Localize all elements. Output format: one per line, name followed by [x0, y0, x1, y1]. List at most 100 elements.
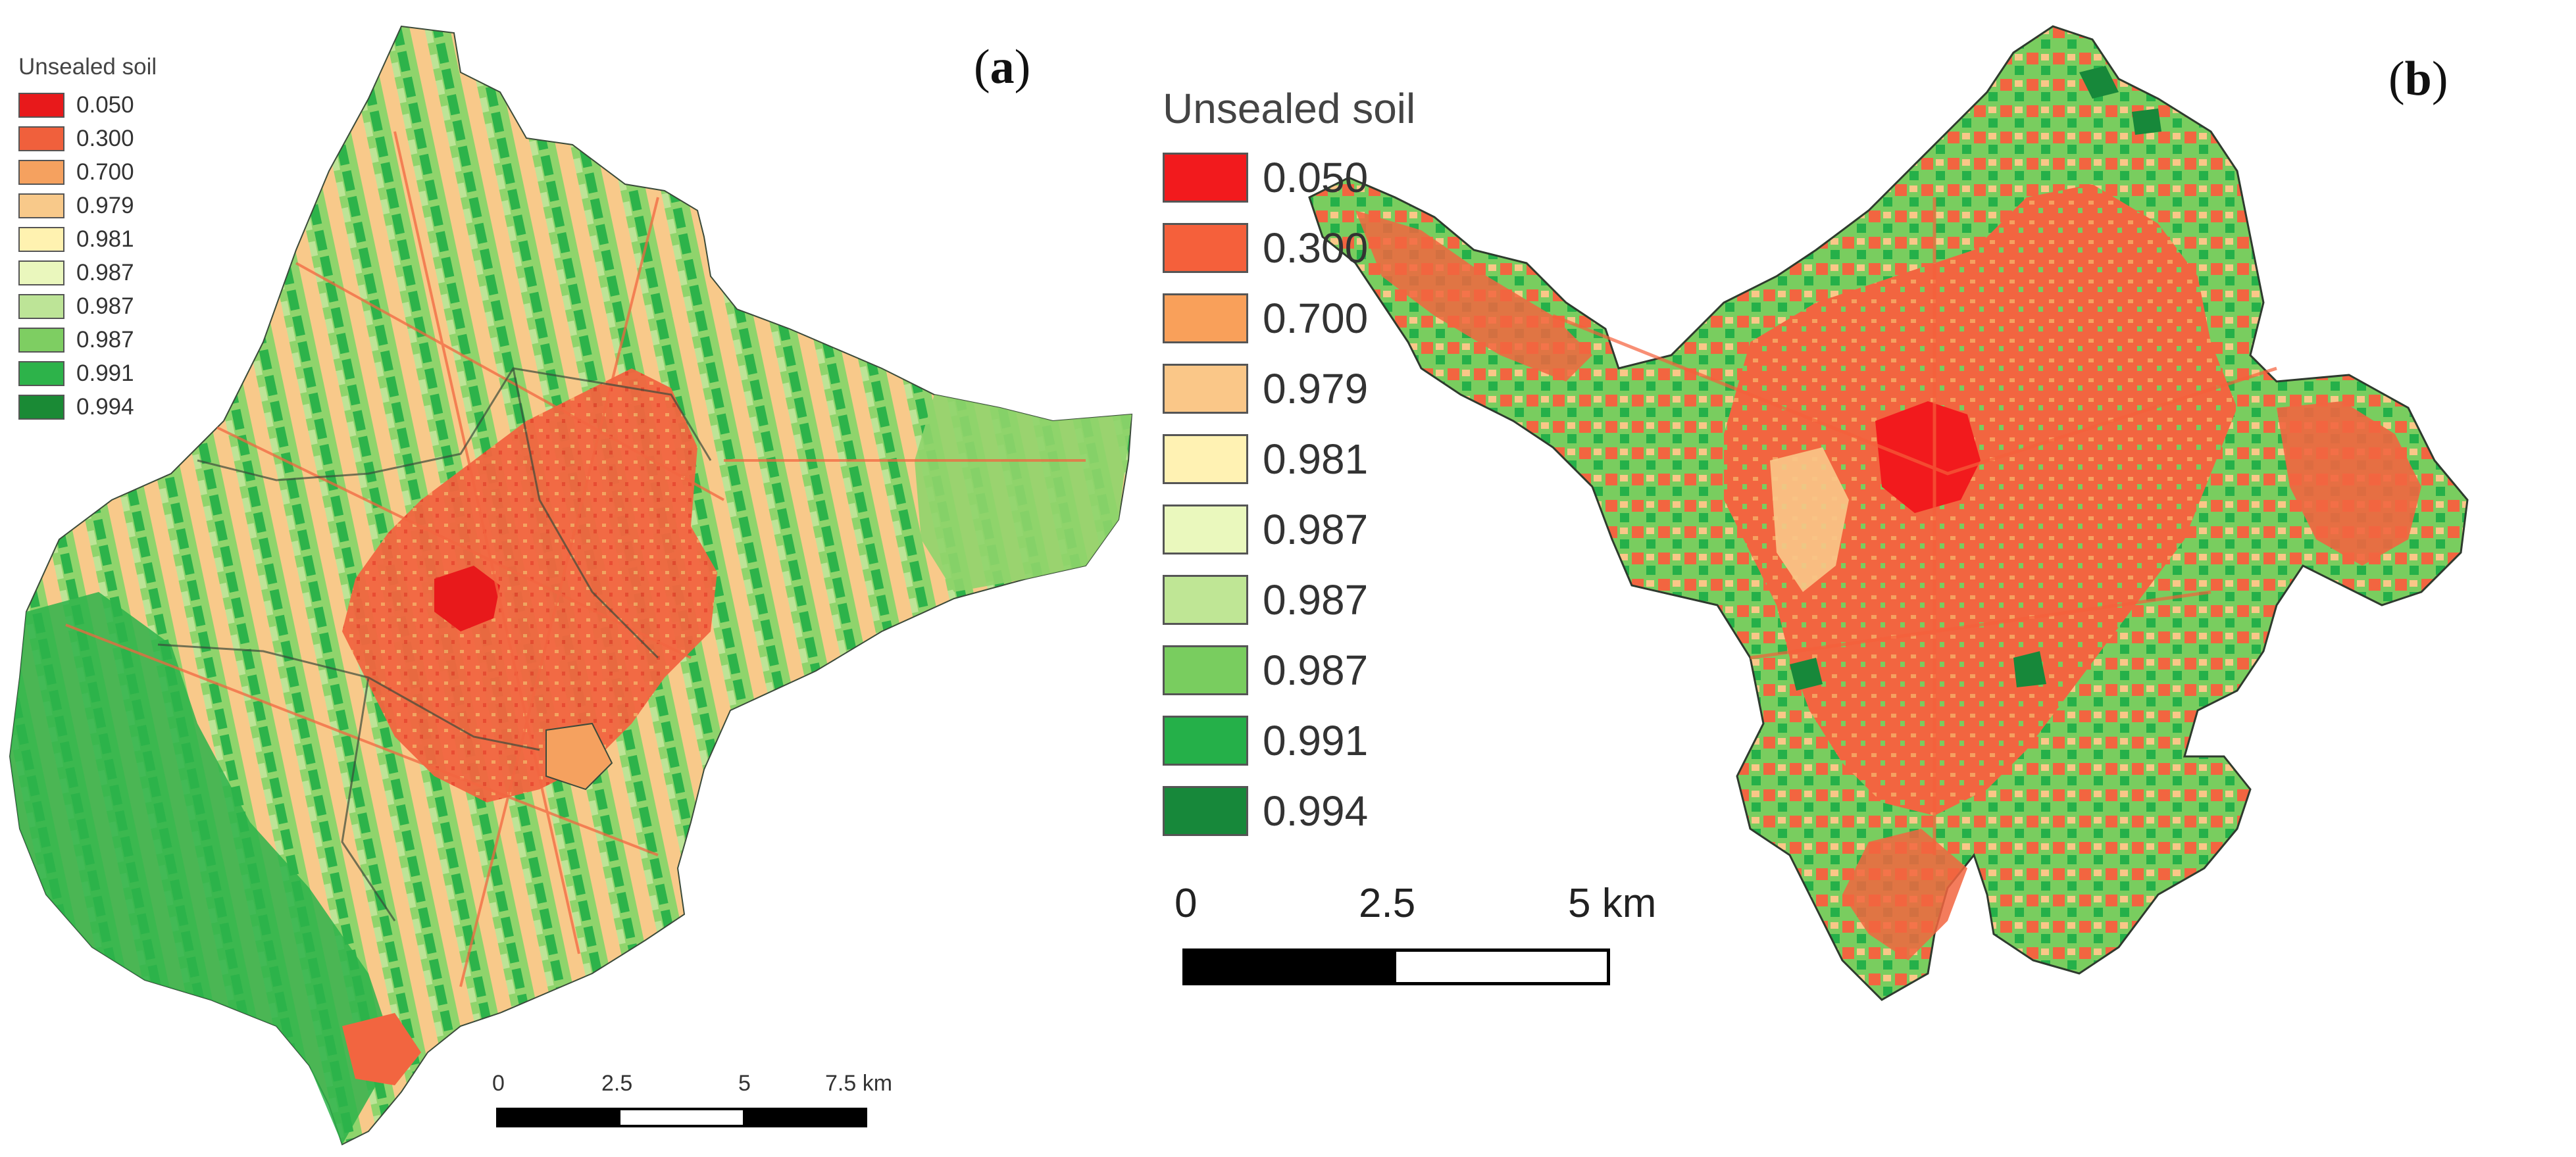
map-b-canvas	[1308, 25, 2469, 1001]
east-lobe-urban-b	[2277, 401, 2421, 566]
legend-item: 0.981	[1163, 424, 1415, 494]
legend-value: 0.987	[1263, 646, 1369, 694]
legend-item: 0.987	[18, 256, 157, 289]
legend-value: 0.987	[76, 293, 134, 319]
legend-item: 0.981	[18, 222, 157, 256]
legend-swatch	[18, 159, 64, 185]
south-lobe-urban-b	[1842, 829, 1967, 960]
legend-value: 0.981	[76, 226, 134, 252]
district-boundaries-a	[157, 367, 712, 922]
legend-item: 0.979	[1163, 353, 1415, 424]
legend-item: 0.994	[1163, 775, 1415, 846]
orange-parcel-a	[545, 722, 613, 791]
legend-swatch	[1163, 715, 1248, 766]
scale-tick-label: 5	[738, 1071, 751, 1096]
legend-swatch	[18, 126, 64, 151]
legend-title: Unsealed soil	[1163, 85, 1416, 132]
south-urban-patch-a	[342, 1013, 421, 1085]
legend-value: 0.994	[76, 393, 134, 420]
scale-tick-label: 7.5 km	[825, 1071, 893, 1096]
road-network-b	[1552, 197, 2277, 855]
scale-bar-b: 0 2.5 5 km	[1174, 880, 1688, 998]
legend-item: 0.991	[1163, 705, 1415, 775]
urban-fabric-b	[1724, 184, 2237, 816]
legend-item: 0.050	[1163, 142, 1415, 212]
scale-bar-a: 0 2.5 5 7.5 km	[492, 1071, 892, 1137]
legend-item: 0.991	[18, 357, 157, 390]
legend-value: 0.300	[76, 125, 134, 151]
legend-item: 0.987	[1163, 564, 1415, 635]
peri-urban-patch-b	[1770, 447, 1849, 592]
legend-swatch	[1163, 574, 1248, 625]
legend-item: 0.987	[18, 289, 157, 323]
legend-a: Unsealed soil 0.050 0.300 0.700 0.979 0.981 0…	[18, 54, 157, 424]
legend-value: 0.979	[76, 192, 134, 218]
legend-value: 0.987	[1263, 505, 1369, 553]
panel-label-a: (a)	[974, 40, 1031, 94]
scale-segment	[1395, 950, 1608, 983]
legend-value: 0.981	[1263, 435, 1369, 483]
legend-swatch	[18, 260, 64, 285]
scale-segment	[497, 1109, 620, 1126]
scale-tick-label: 2.5	[601, 1071, 633, 1096]
scale-bar-segments	[496, 1108, 867, 1127]
legend-swatch	[18, 226, 64, 252]
east-lobe-vegetation-a	[915, 395, 1132, 592]
legend-items-b: 0.050 0.300 0.700 0.979 0.981 0.987 0.987 0.987…	[1163, 142, 1415, 846]
legend-items-a: 0.050 0.300 0.700 0.979 0.981 0.987 0.987 0.987…	[18, 88, 157, 424]
legend-item: 0.300	[1163, 212, 1415, 283]
legend-swatch	[18, 394, 64, 420]
urban-core-a	[434, 566, 500, 631]
southwest-vegetation-a	[10, 592, 395, 1145]
scale-segment	[744, 1109, 866, 1126]
urban-area-a	[342, 368, 717, 802]
legend-swatch	[1163, 293, 1248, 343]
map-panel-a: (a) Unsealed soil 0.050 0.300 0.700 0.979 0.…	[0, 0, 1158, 1157]
legend-item: 0.979	[18, 189, 157, 222]
scale-segment	[1184, 950, 1395, 983]
map-panel-b: (b) Unsealed soil 0.050 0.300 0.700 0.979 0.…	[1158, 0, 2576, 1157]
legend-swatch	[1163, 785, 1248, 836]
legend-swatch	[1163, 152, 1248, 203]
legend-item: 0.987	[1163, 494, 1415, 564]
legend-value: 0.050	[76, 91, 134, 118]
legend-value: 0.987	[76, 259, 134, 285]
legend-swatch	[18, 293, 64, 319]
legend-item: 0.300	[18, 122, 157, 155]
legend-b: Unsealed soil 0.050 0.300 0.700 0.979 0.981 0…	[1163, 84, 1415, 846]
legend-swatch	[1163, 433, 1248, 484]
legend-value: 0.979	[1263, 364, 1369, 412]
legend-value: 0.991	[1263, 716, 1369, 764]
map-a-canvas	[9, 25, 1133, 1146]
scale-bar-segments	[1182, 948, 1610, 985]
scale-tick-label: 0	[1174, 881, 1198, 926]
legend-item: 0.700	[18, 155, 157, 189]
legend-swatch	[1163, 504, 1248, 554]
legend-swatch	[18, 193, 64, 218]
legend-value: 0.991	[76, 360, 134, 386]
legend-value: 0.700	[1263, 294, 1369, 342]
legend-swatch	[1163, 645, 1248, 695]
legend-value: 0.700	[76, 159, 134, 185]
legend-swatch	[18, 327, 64, 353]
scale-tick-label: 0	[492, 1071, 505, 1096]
municipality-territory-a	[9, 25, 1133, 1146]
legend-value: 0.994	[1263, 787, 1369, 835]
legend-swatch	[1163, 222, 1248, 273]
urban-core-b	[1875, 401, 1981, 513]
legend-item: 0.987	[1163, 635, 1415, 705]
scale-tick-label: 2.5	[1359, 881, 1416, 926]
panel-label-b: (b)	[2388, 52, 2448, 106]
legend-item: 0.700	[1163, 283, 1415, 353]
scale-tick-label: 5 km	[1568, 881, 1657, 926]
legend-item: 0.987	[18, 323, 157, 357]
scale-segment	[619, 1109, 744, 1126]
legend-value: 0.300	[1263, 224, 1369, 272]
legend-item: 0.050	[18, 88, 157, 122]
legend-value: 0.987	[76, 326, 134, 353]
road-network-a	[65, 131, 1086, 987]
legend-swatch	[18, 92, 64, 118]
urban-area-b	[1308, 25, 2469, 1001]
legend-swatch	[1163, 363, 1248, 414]
legend-value: 0.987	[1263, 576, 1369, 624]
